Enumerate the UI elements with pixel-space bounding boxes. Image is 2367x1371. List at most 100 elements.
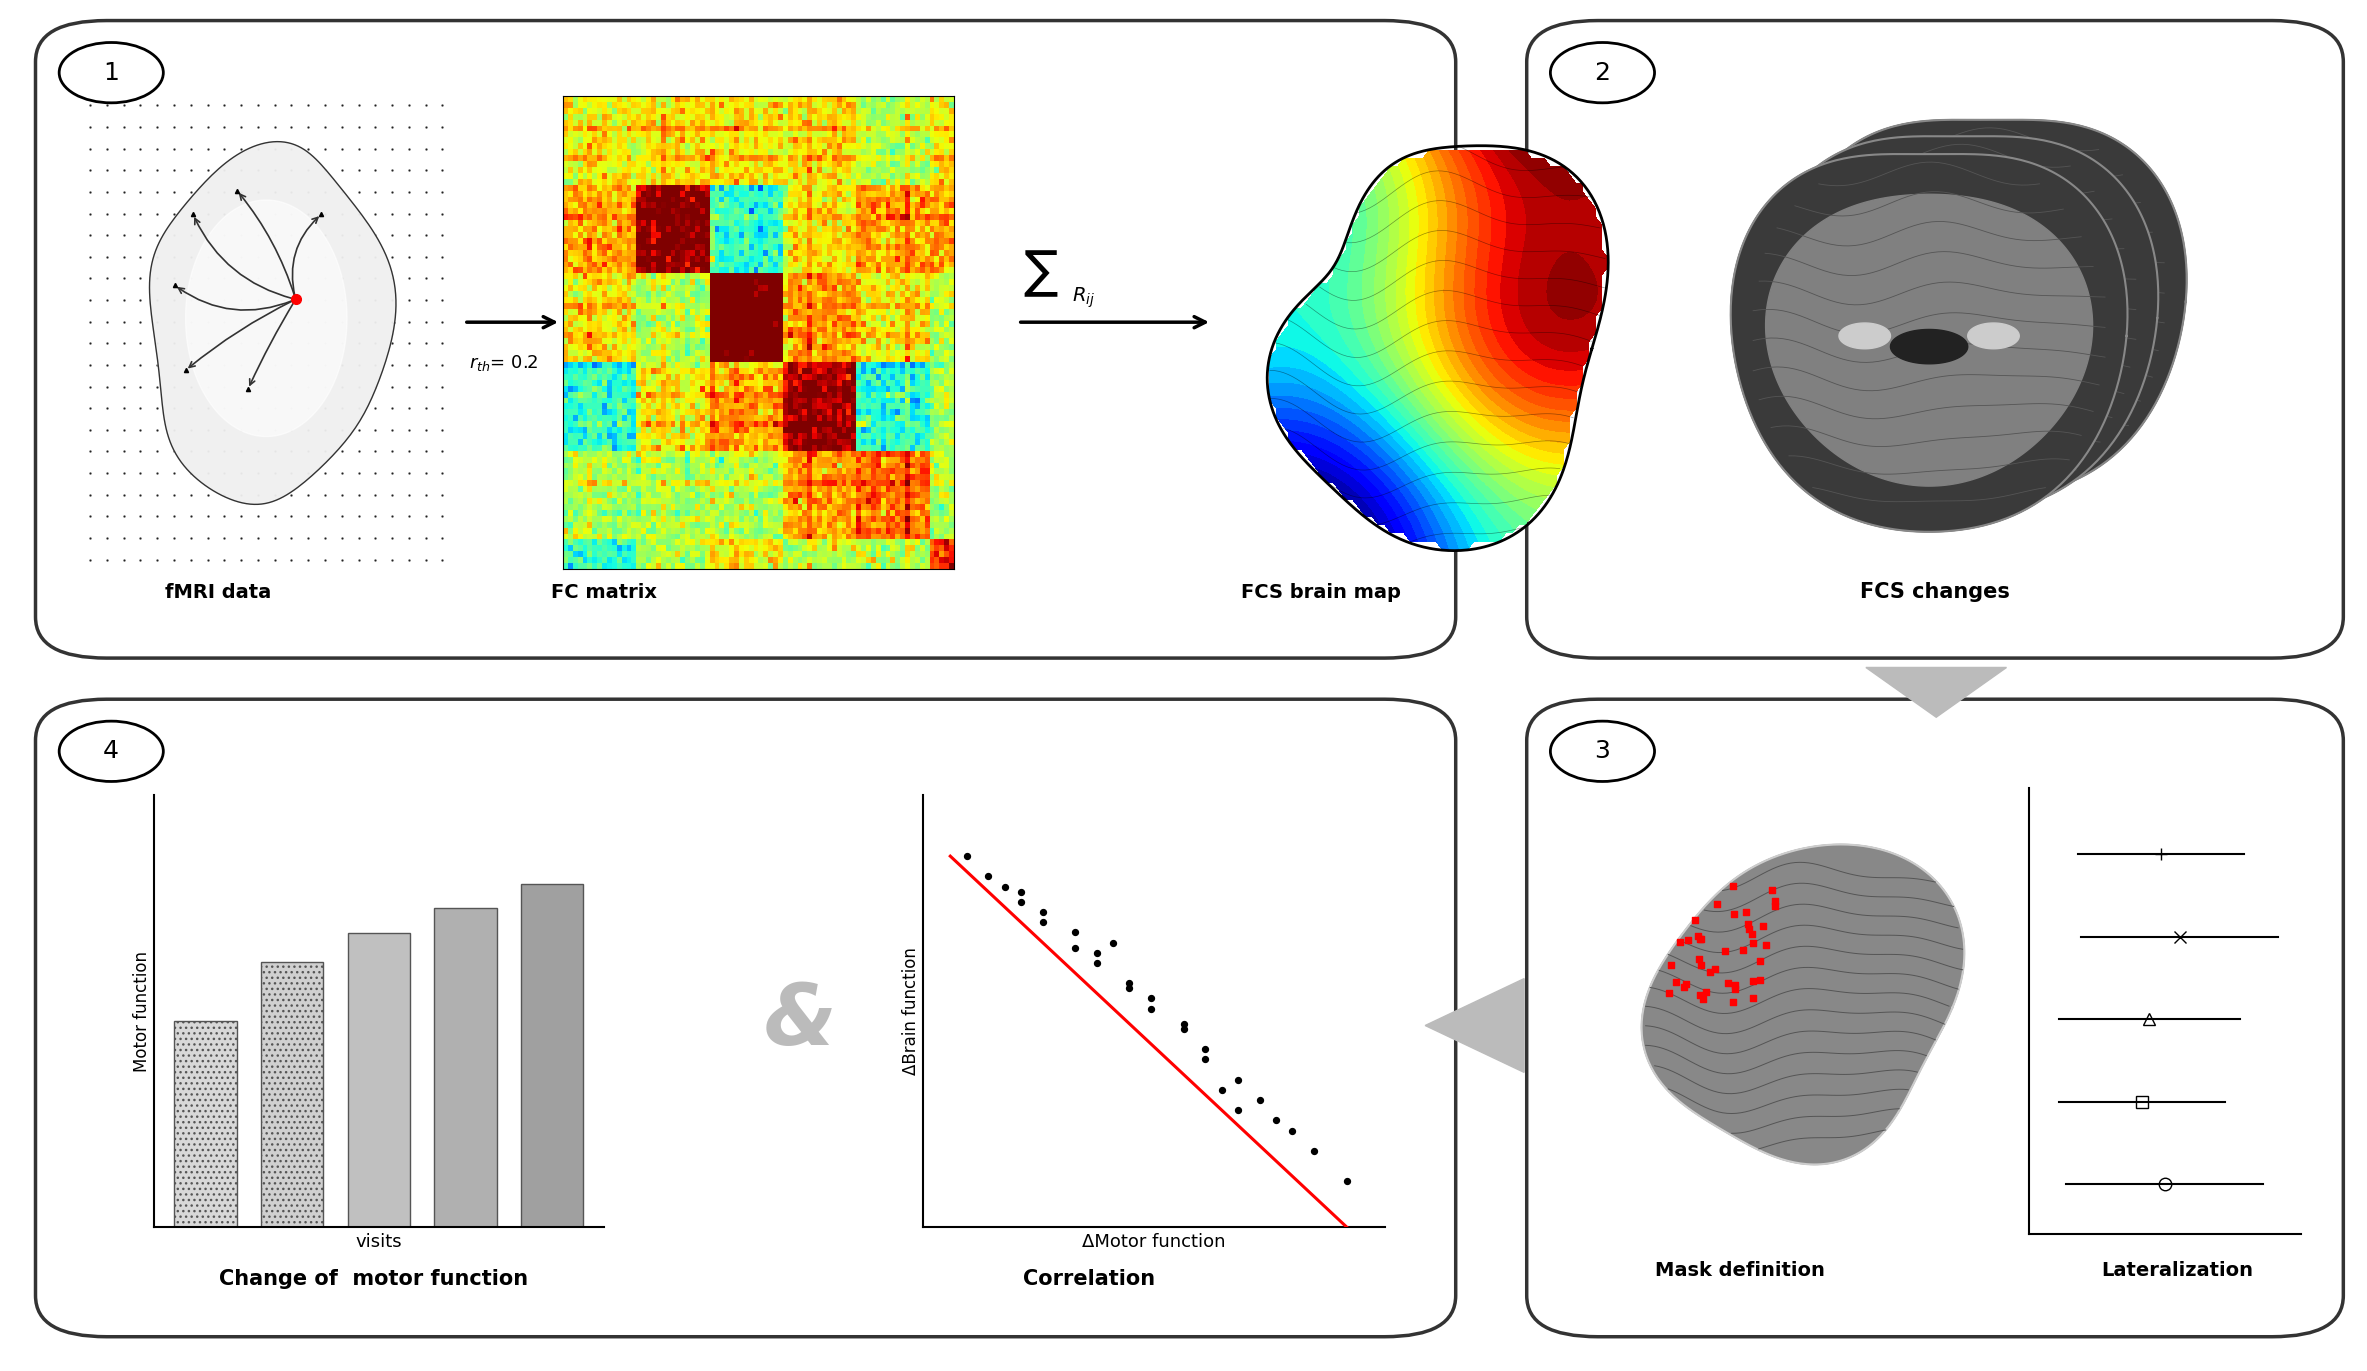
- Polygon shape: [185, 200, 348, 436]
- Polygon shape: [2026, 289, 2078, 314]
- Bar: [175, 1021, 237, 1227]
- Text: Lateralization: Lateralization: [2102, 1261, 2253, 1281]
- Point: [2045, 173, 2083, 195]
- Polygon shape: [1922, 311, 1998, 345]
- Point: [1754, 879, 1792, 901]
- Point: [1700, 894, 1737, 916]
- Point: [1744, 914, 1782, 936]
- Point: [1650, 983, 1688, 1005]
- Point: [2066, 162, 2104, 184]
- Point: [947, 845, 985, 866]
- Point: [1165, 1013, 1202, 1035]
- FancyBboxPatch shape: [1527, 699, 2343, 1337]
- Point: [1714, 991, 1752, 1013]
- Point: [1681, 928, 1718, 950]
- Point: [1714, 903, 1752, 925]
- Point: [1688, 982, 1726, 1004]
- Point: [1094, 931, 1131, 953]
- Point: [1219, 1100, 1257, 1121]
- Point: [1730, 913, 1768, 935]
- Point: [1685, 988, 1723, 1010]
- Y-axis label: Motor function: Motor function: [133, 950, 151, 1072]
- Polygon shape: [1425, 293, 1524, 387]
- Point: [1735, 971, 1773, 993]
- Polygon shape: [1425, 979, 1524, 1072]
- Point: [1681, 984, 1718, 1006]
- FancyBboxPatch shape: [36, 21, 1456, 658]
- Text: Correlation: Correlation: [1023, 1270, 1155, 1289]
- Text: &: &: [765, 980, 836, 1063]
- Polygon shape: [1825, 160, 2152, 452]
- Point: [1186, 1038, 1224, 1060]
- Point: [1735, 987, 1773, 1009]
- Text: $\sum$: $\sum$: [1023, 250, 1058, 299]
- X-axis label: ΔMotor function: ΔMotor function: [1082, 1233, 1226, 1250]
- Point: [1657, 971, 1695, 993]
- Point: [1186, 1049, 1224, 1071]
- Point: [1690, 961, 1728, 983]
- Polygon shape: [1870, 306, 1922, 330]
- Point: [1077, 951, 1115, 973]
- Point: [1202, 1079, 1240, 1101]
- FancyBboxPatch shape: [36, 699, 1456, 1337]
- Point: [970, 865, 1008, 887]
- Text: FCS brain map: FCS brain map: [1240, 583, 1401, 602]
- Point: [1676, 909, 1714, 931]
- Point: [985, 876, 1023, 898]
- Text: fMRI data: fMRI data: [166, 583, 270, 602]
- Point: [1165, 1017, 1202, 1039]
- Text: $R_{ij}$: $R_{ij}$: [1072, 285, 1096, 310]
- Point: [1728, 901, 1766, 923]
- Point: [1023, 901, 1060, 923]
- Point: [1669, 930, 1707, 951]
- Point: [1023, 912, 1060, 934]
- Point: [1001, 891, 1039, 913]
- Point: [1678, 925, 1716, 947]
- Point: [1683, 954, 1721, 976]
- Point: [1723, 939, 1761, 961]
- Polygon shape: [149, 141, 395, 505]
- Point: [1714, 875, 1752, 897]
- Bar: [433, 908, 497, 1227]
- Point: [1740, 950, 1778, 972]
- Point: [1747, 935, 1785, 957]
- Point: [1077, 942, 1115, 964]
- Point: [1756, 894, 1794, 916]
- Point: [1219, 1069, 1257, 1091]
- Polygon shape: [1643, 845, 1965, 1164]
- Point: [1695, 958, 1733, 980]
- Point: [2045, 188, 2083, 210]
- Y-axis label: ΔBrain function: ΔBrain function: [902, 947, 921, 1075]
- Point: [1110, 978, 1148, 999]
- Polygon shape: [1950, 295, 2026, 329]
- Polygon shape: [1789, 119, 2187, 498]
- Text: $r_{th}$= 0.2: $r_{th}$= 0.2: [469, 354, 537, 373]
- Text: 3: 3: [1595, 739, 1610, 764]
- Polygon shape: [1797, 177, 2123, 469]
- Text: Change of  motor function: Change of motor function: [220, 1270, 528, 1289]
- Text: 1: 1: [104, 60, 118, 85]
- Point: [1666, 972, 1704, 994]
- FancyBboxPatch shape: [1527, 21, 2343, 658]
- Polygon shape: [1998, 306, 2050, 330]
- Point: [1664, 976, 1702, 998]
- Polygon shape: [1865, 668, 2007, 717]
- Bar: [260, 962, 324, 1227]
- Point: [1716, 979, 1754, 1001]
- Point: [1056, 936, 1094, 958]
- Polygon shape: [1891, 329, 1967, 363]
- Point: [1131, 998, 1169, 1020]
- Text: FCS changes: FCS changes: [1860, 583, 2010, 602]
- Point: [1257, 1109, 1295, 1131]
- Point: [1056, 921, 1094, 943]
- Text: 2: 2: [1595, 60, 1610, 85]
- Point: [1001, 880, 1039, 902]
- Point: [2055, 155, 2092, 177]
- Point: [1328, 1171, 1366, 1193]
- Text: 4: 4: [104, 739, 118, 764]
- Point: [2033, 166, 2071, 188]
- Point: [1733, 923, 1771, 945]
- Polygon shape: [1761, 136, 2159, 514]
- Point: [1709, 972, 1747, 994]
- Point: [1295, 1139, 1333, 1161]
